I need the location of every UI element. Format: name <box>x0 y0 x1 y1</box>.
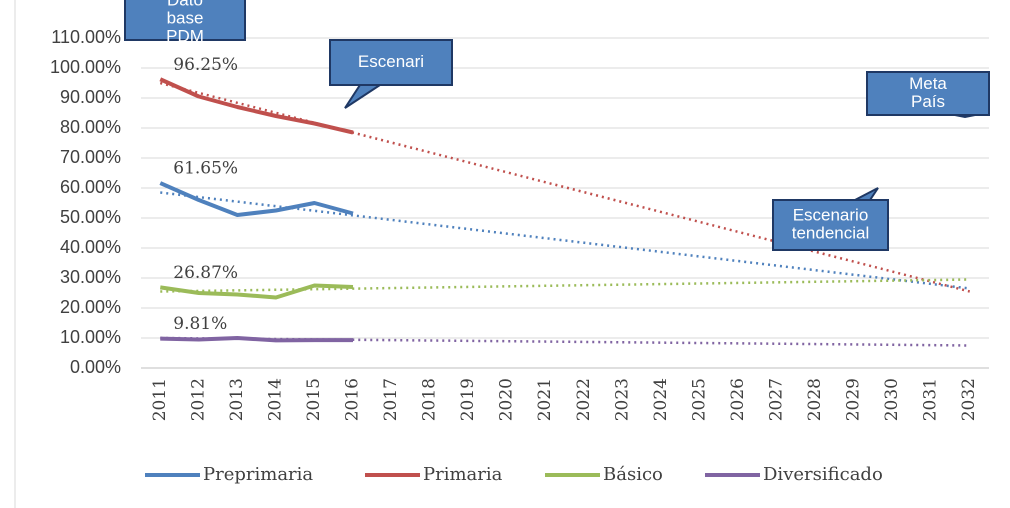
y-tick-label: 70.00% <box>60 147 121 167</box>
x-tick-label: 2016 <box>343 378 363 421</box>
y-tick-label: 20.00% <box>60 297 121 317</box>
y-tick-label: 90.00% <box>60 87 121 107</box>
x-tick-label: 2028 <box>805 378 825 421</box>
x-tick-label: 2031 <box>921 378 941 421</box>
y-tick-label: 40.00% <box>60 237 121 257</box>
legend-label: Básico <box>603 464 663 485</box>
x-tick-label: 2017 <box>381 378 401 421</box>
legend-label: Diversificado <box>763 464 883 485</box>
x-tick-label: 2030 <box>882 378 902 421</box>
y-tick-label: 50.00% <box>60 207 121 227</box>
series-line <box>160 336 353 343</box>
x-tick-label: 2026 <box>728 378 748 421</box>
y-tick-label: 100.00% <box>50 57 121 77</box>
x-tick-label: 2020 <box>497 378 517 421</box>
x-tick-label: 2022 <box>574 378 594 421</box>
x-tick-label: 2032 <box>959 378 979 421</box>
y-tick-label: 110.00% <box>51 27 121 47</box>
callout-text: tendencial <box>792 223 870 242</box>
callout-text: País <box>911 92 945 111</box>
y-tick-label: 0.00% <box>70 357 121 377</box>
y-tick-label: 10.00% <box>60 327 121 347</box>
trend-line <box>160 191 970 290</box>
series-line <box>159 77 354 135</box>
x-tick-label: 2024 <box>651 378 671 421</box>
trend-line <box>159 81 971 293</box>
data-label: 96.25% <box>173 55 238 75</box>
x-tick-label: 2027 <box>767 378 787 421</box>
y-tick-label: 60.00% <box>60 177 121 197</box>
trend-line <box>160 278 970 293</box>
data-label: 26.87% <box>173 263 238 283</box>
y-tick-label: 80.00% <box>60 117 121 137</box>
callout-text: PDM <box>166 26 204 45</box>
callout-box <box>329 39 453 86</box>
callout-text: Escenario <box>793 205 869 224</box>
y-tick-label: 30.00% <box>60 267 121 287</box>
x-tick-label: 2018 <box>420 378 440 421</box>
x-tick-label: 2029 <box>844 378 864 421</box>
callout-tail <box>344 84 384 109</box>
callout-box <box>124 0 246 41</box>
x-tick-label: 2019 <box>458 378 478 421</box>
callout-text: Escenari <box>358 52 424 71</box>
callout-text: Meta <box>909 74 947 93</box>
x-tick-label: 2011 <box>150 378 170 421</box>
callout-box <box>866 71 990 116</box>
data-label: 61.65% <box>173 159 238 179</box>
series-line <box>159 181 354 217</box>
x-tick-label: 2025 <box>689 378 709 421</box>
legend-label: Preprimaria <box>203 464 313 485</box>
legend-label: Primaria <box>423 464 503 485</box>
callout-box <box>772 199 889 251</box>
callout-tail <box>854 187 879 201</box>
x-tick-label: 2012 <box>188 378 208 421</box>
callout-text: base <box>167 8 204 27</box>
callout-text: Dato <box>167 0 203 9</box>
x-tick-label: 2015 <box>304 378 324 421</box>
x-tick-label: 2023 <box>612 378 632 421</box>
x-tick-label: 2021 <box>535 378 555 421</box>
series-line <box>159 283 354 300</box>
x-tick-label: 2014 <box>265 378 285 421</box>
data-label: 9.81% <box>173 314 227 334</box>
x-tick-label: 2013 <box>227 378 247 421</box>
